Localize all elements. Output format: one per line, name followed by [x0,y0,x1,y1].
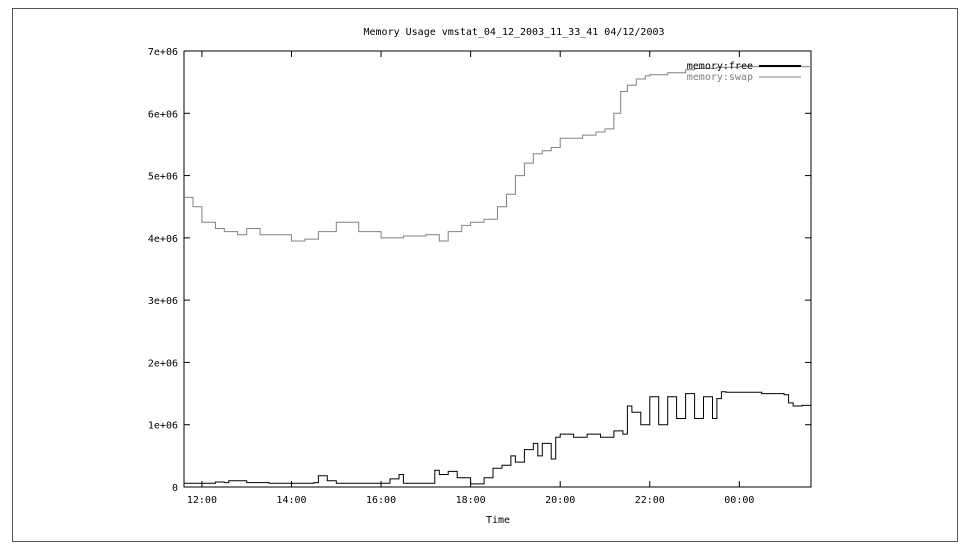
x-axis-label: Time [486,515,510,526]
y-tick-label: 2e+06 [148,358,178,369]
x-tick-label: 20:00 [545,495,575,506]
memory-usage-chart: Memory Usage vmstat_04_12_2003_11_33_41 … [148,27,812,526]
y-tick-label: 3e+06 [148,296,178,307]
y-axis: 0 1e+06 2e+06 3e+06 4e+06 5e+06 6e+06 7e+06 [148,47,811,494]
y-tick-label: 5e+06 [148,172,178,183]
series-layer [184,66,812,485]
legend-label-memory-swap: memory:swap [687,72,753,83]
y-tick-label: 4e+06 [148,234,178,245]
x-tick-label: 14:00 [276,495,306,506]
x-axis: 12:00 14:00 16:00 18:00 20:00 22:00 00:00 [187,51,754,506]
legend-label-memory-free: memory:free [687,61,753,72]
x-tick-label: 16:00 [366,495,396,506]
x-tick-label: 22:00 [635,495,665,506]
series-line-memory-free [184,391,812,485]
y-tick-label: 1e+06 [148,421,178,432]
y-tick-label: 7e+06 [148,47,178,58]
y-tick-label: 0 [172,483,178,494]
chart-frame: Memory Usage vmstat_04_12_2003_11_33_41 … [12,8,958,542]
x-tick-label: 00:00 [724,495,754,506]
y-tick-label: 6e+06 [148,109,178,120]
x-tick-label: 18:00 [456,495,486,506]
plot-area-border [183,50,812,488]
x-tick-label: 12:00 [187,495,217,506]
series-line-memory-swap [184,66,811,242]
chart-title: Memory Usage vmstat_04_12_2003_11_33_41 … [363,27,664,38]
